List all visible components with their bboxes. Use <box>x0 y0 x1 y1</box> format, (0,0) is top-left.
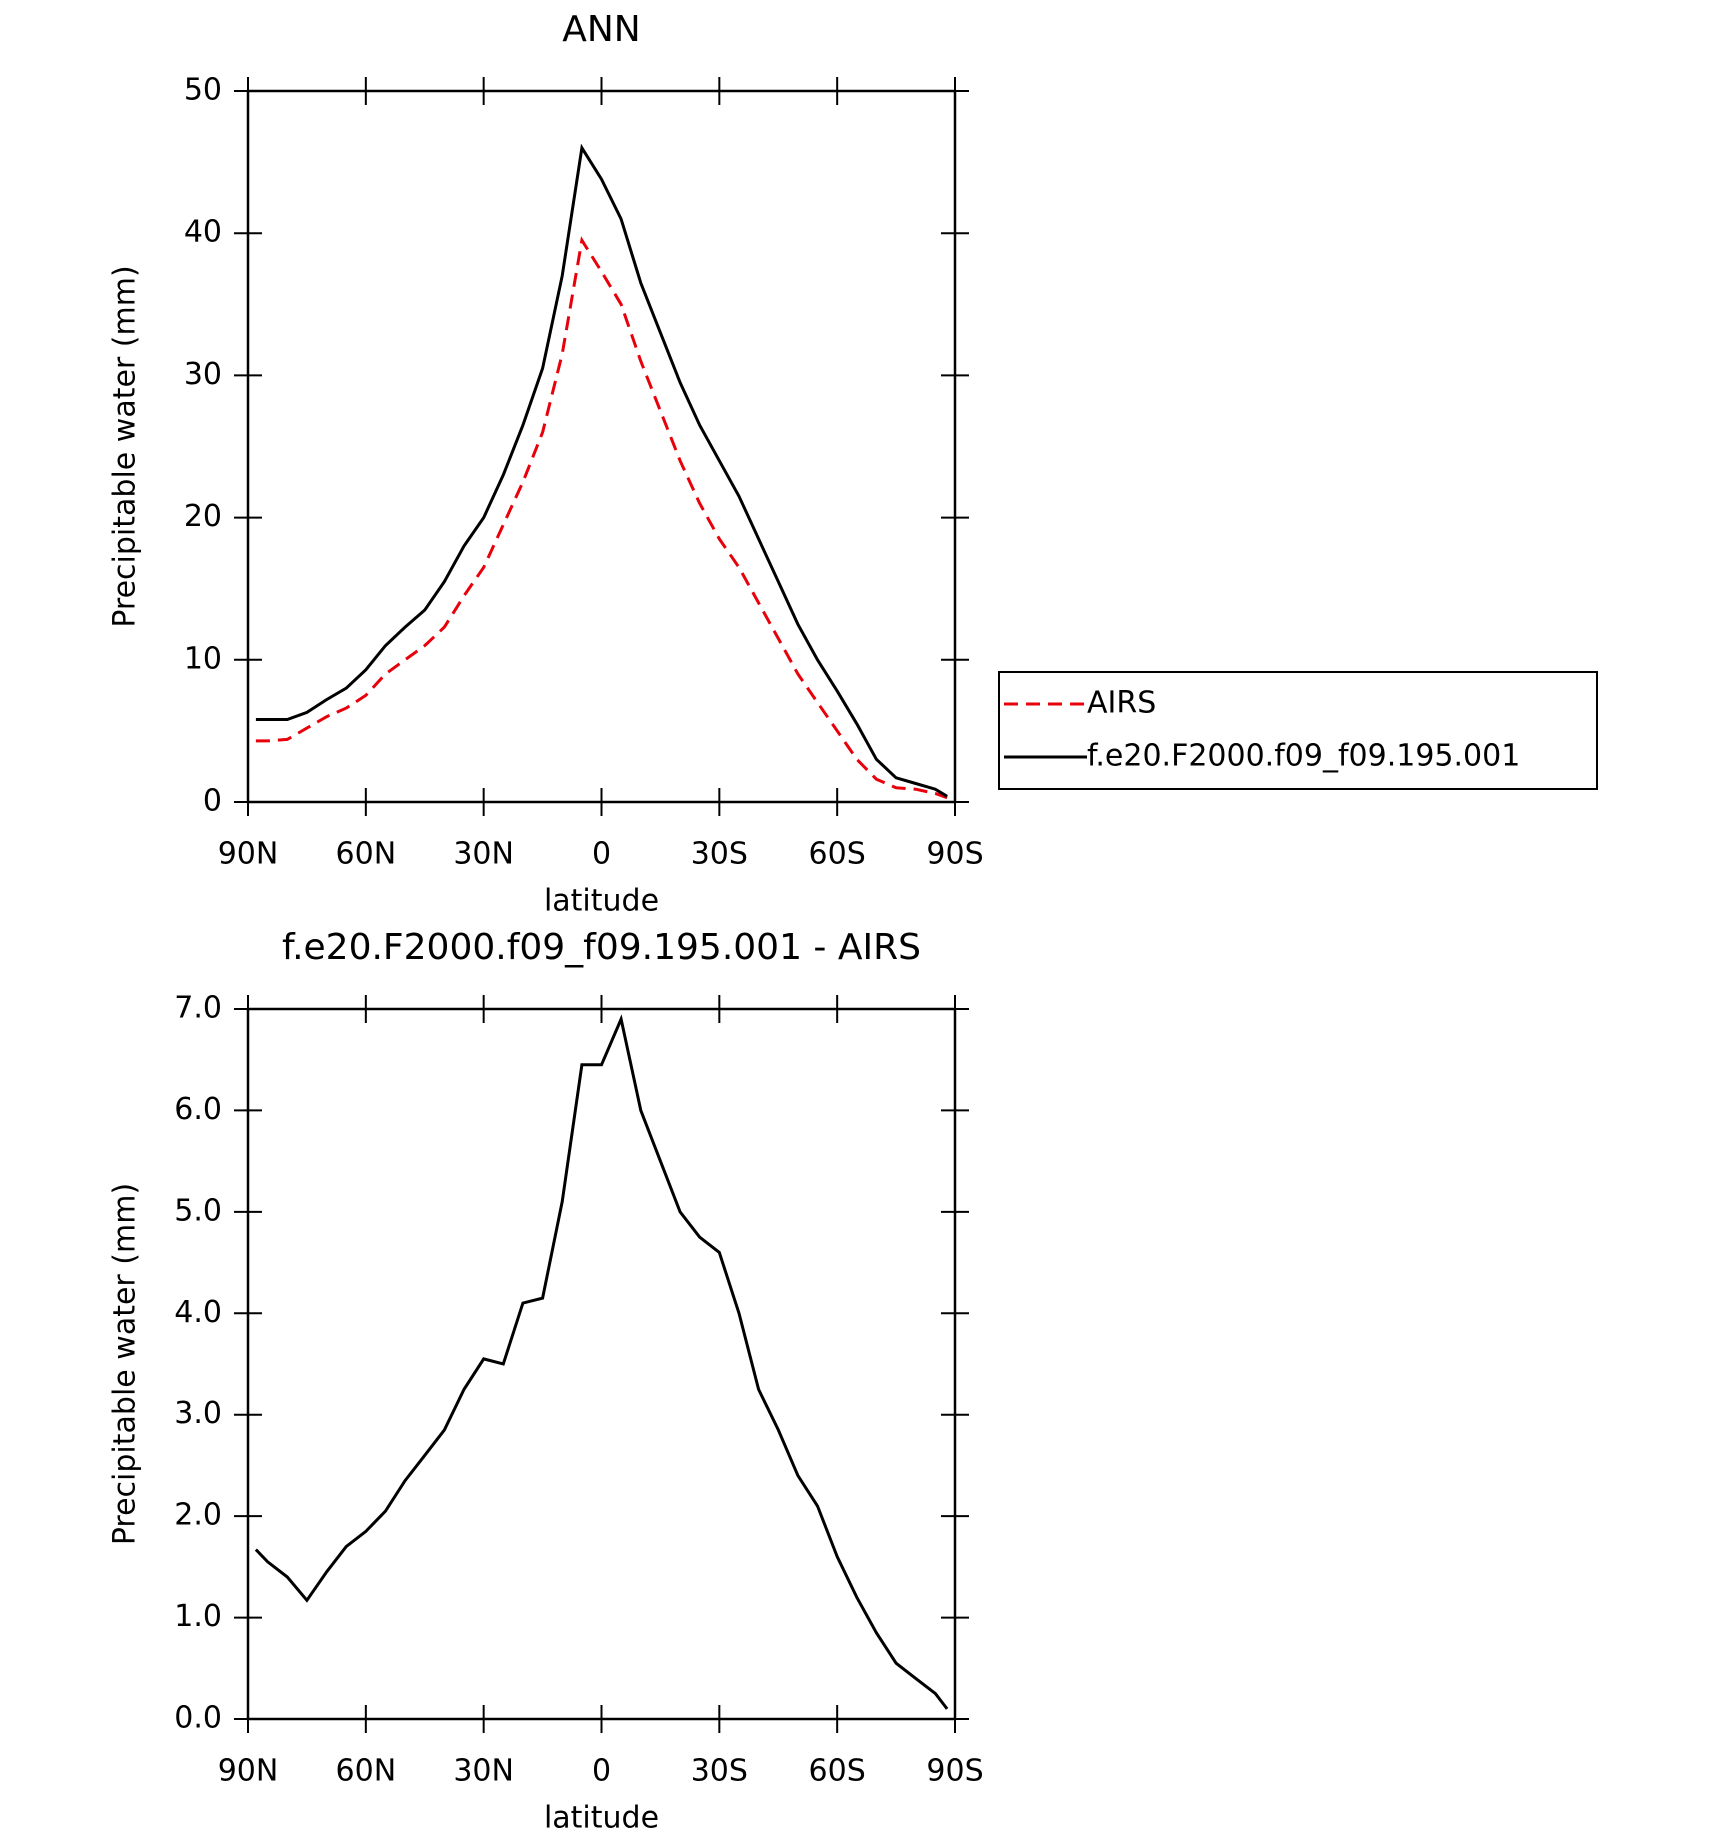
y-tick-label: 10 <box>184 641 222 676</box>
x-tick-label: 30N <box>453 837 514 872</box>
x-tick-label: 90S <box>926 1754 983 1789</box>
data-line <box>255 236 948 800</box>
x-axis-label: latitude <box>544 884 659 919</box>
x-tick-label: 0 <box>592 1754 611 1789</box>
y-tick-label: 1.0 <box>174 1599 222 1634</box>
y-tick-label: 0 <box>203 784 222 819</box>
x-tick-label: 90S <box>926 837 983 872</box>
x-axis-label: latitude <box>544 1801 659 1836</box>
y-tick-label: 3.0 <box>174 1396 222 1431</box>
x-tick-label: 60N <box>336 1754 397 1789</box>
y-tick-label: 6.0 <box>174 1092 222 1127</box>
y-tick-label: 7.0 <box>174 991 222 1026</box>
legend-label: f.e20.F2000.f09_f09.195.001 <box>1087 739 1520 774</box>
legend-box <box>998 671 1598 790</box>
y-tick-label: 40 <box>184 215 222 250</box>
x-tick-label: 60S <box>809 1754 866 1789</box>
x-tick-label: 90N <box>218 1754 279 1789</box>
y-axis-label: Precipitable water (mm) <box>108 265 143 627</box>
x-tick-label: 30S <box>691 1754 748 1789</box>
y-tick-label: 4.0 <box>174 1295 222 1330</box>
y-tick-label: 5.0 <box>174 1193 222 1228</box>
plot-frame <box>246 1007 957 1721</box>
x-tick-label: 0 <box>592 837 611 872</box>
chart-title: f.e20.F2000.f09_f09.195.001 - AIRS <box>282 927 921 968</box>
x-tick-label: 60N <box>336 837 397 872</box>
legend-label: AIRS <box>1087 686 1156 721</box>
y-tick-label: 0.0 <box>174 1701 222 1736</box>
y-tick-label: 2.0 <box>174 1498 222 1533</box>
plot-frame <box>246 89 957 804</box>
data-line <box>255 143 948 798</box>
y-tick-label: 20 <box>184 499 222 534</box>
y-tick-label: 30 <box>184 357 222 392</box>
x-tick-label: 90N <box>218 837 279 872</box>
x-tick-label: 30S <box>691 837 748 872</box>
y-axis-label: Precipitable water (mm) <box>108 1183 143 1545</box>
chart-title: ANN <box>562 9 641 50</box>
data-line <box>254 1014 949 1710</box>
y-tick-label: 50 <box>184 73 222 108</box>
x-tick-label: 60S <box>809 837 866 872</box>
x-tick-label: 30N <box>453 1754 514 1789</box>
